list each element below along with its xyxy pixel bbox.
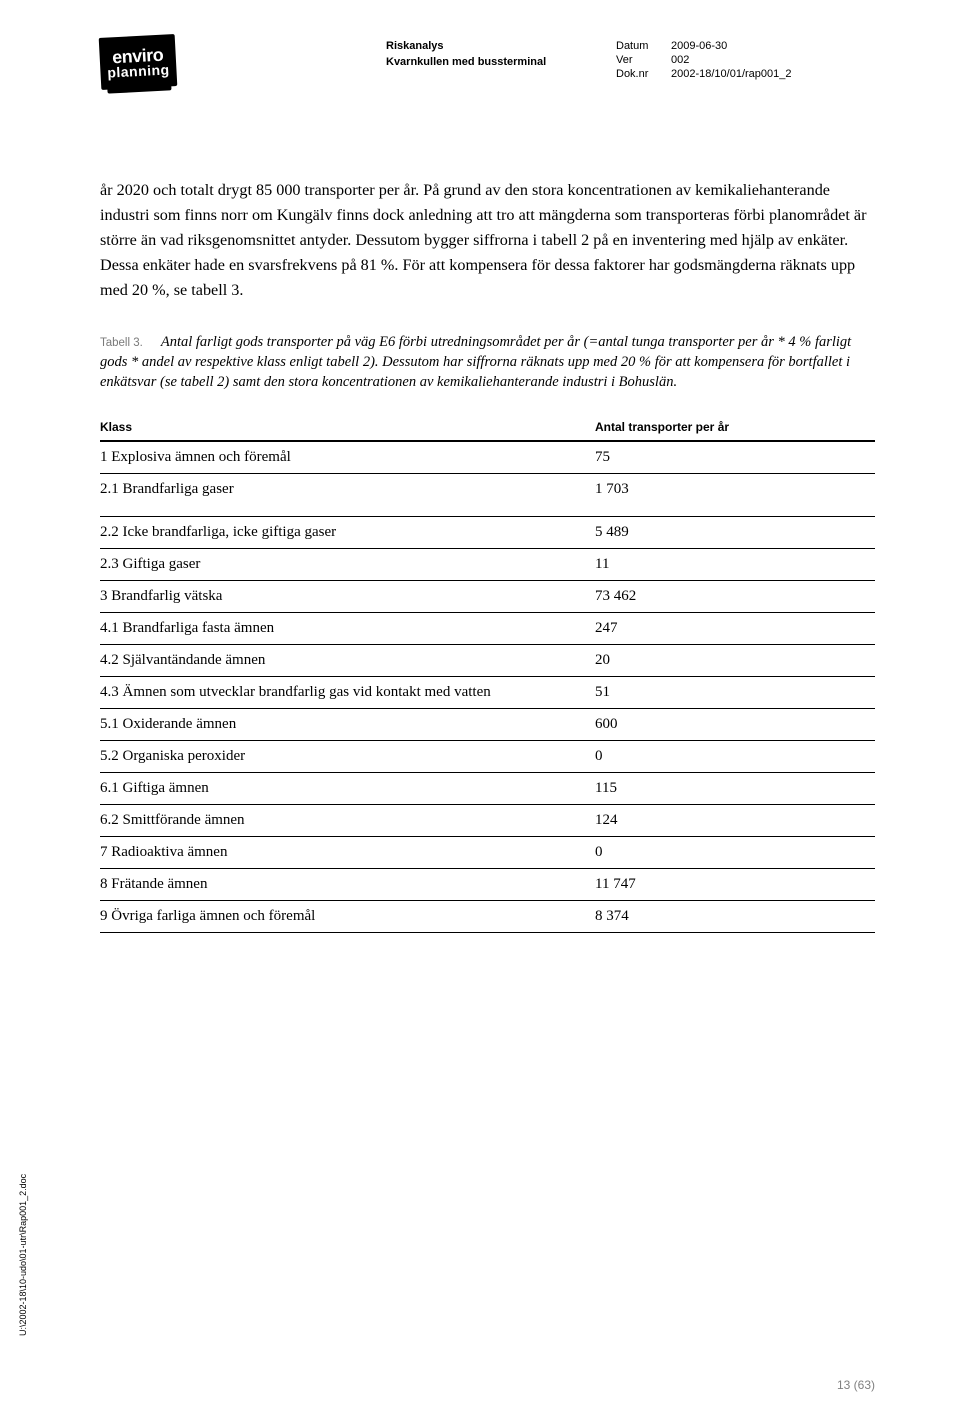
cell-klass: 5.2 Organiska peroxider [100,741,595,773]
table-row: 3 Brandfarlig vätska73 462 [100,581,875,613]
footer-filepath: U:\2002-18\10-udo\01-utr\Rap001_2.doc [18,1174,28,1336]
cell-klass: 6.2 Smittförande ämnen [100,805,595,837]
cell-value: 124 [595,805,875,837]
meta-datum-value: 2009-06-30 [671,40,792,52]
cell-value: 20 [595,645,875,677]
logo-decoration [107,84,171,93]
table-row: 6.1 Giftiga ämnen115 [100,773,875,805]
table-header-row: Klass Antal transporter per år [100,414,875,441]
cell-value: 0 [595,837,875,869]
cell-klass: 4.3 Ämnen som utvecklar brandfarlig gas … [100,677,595,709]
table-label: Tabell 3. [100,337,143,349]
table-row: 2.3 Giftiga gaser11 [100,549,875,581]
table-row: 4.1 Brandfarliga fasta ämnen247 [100,613,875,645]
cell-value: 8 374 [595,901,875,933]
meta-datum-label: Datum [616,40,671,52]
header-meta-table: Datum 2009-06-30 Ver 002 Dok.nr 2002-18/… [616,40,792,80]
cell-klass: 5.1 Oxiderande ämnen [100,709,595,741]
table-row: 4.2 Självantändande ämnen20 [100,645,875,677]
header-title-block: Riskanalys Kvarnkullen med bussterminal [386,40,586,80]
table-row: 4.3 Ämnen som utvecklar brandfarlig gas … [100,677,875,709]
meta-ver-value: 002 [671,54,792,66]
table-row: 5.1 Oxiderande ämnen600 [100,709,875,741]
cell-value: 75 [595,441,875,474]
doc-title: Riskanalys [386,40,586,52]
transport-table: Klass Antal transporter per år 1 Explosi… [100,414,875,933]
page-header: enviro planning Riskanalys Kvarnkullen m… [100,40,875,88]
cell-klass: 2.1 Brandfarliga gaser [100,474,595,517]
cell-klass: 9 Övriga farliga ämnen och föremål [100,901,595,933]
cell-value: 51 [595,677,875,709]
cell-klass: 2.2 Icke brandfarliga, icke giftiga gase… [100,517,595,549]
cell-klass: 2.3 Giftiga gaser [100,549,595,581]
doc-subtitle: Kvarnkullen med bussterminal [386,56,586,68]
meta-doknr-label: Dok.nr [616,68,671,80]
cell-klass: 6.1 Giftiga ämnen [100,773,595,805]
table-row: 2.2 Icke brandfarliga, icke giftiga gase… [100,517,875,549]
document-page: enviro planning Riskanalys Kvarnkullen m… [0,0,960,1416]
cell-klass: 3 Brandfarlig vätska [100,581,595,613]
meta-ver-label: Ver [616,54,671,66]
table-caption-text: Antal farligt gods transporter på väg E6… [100,334,851,391]
cell-klass: 4.2 Självantändande ämnen [100,645,595,677]
page-number: 13 (63) [837,1378,875,1392]
cell-klass: 8 Frätande ämnen [100,869,595,901]
table-row: 2.1 Brandfarliga gaser1 703 [100,474,875,517]
header-meta: Riskanalys Kvarnkullen med bussterminal … [386,40,792,80]
table-row: 8 Frätande ämnen11 747 [100,869,875,901]
cell-value: 11 [595,549,875,581]
cell-klass: 1 Explosiva ämnen och föremål [100,441,595,474]
cell-value: 11 747 [595,869,875,901]
cell-value: 247 [595,613,875,645]
table-row: 9 Övriga farliga ämnen och föremål8 374 [100,901,875,933]
table-caption: Tabell 3.Antal farligt gods transporter … [100,332,875,393]
body-paragraph-1: år 2020 och totalt drygt 85 000 transpor… [100,178,875,304]
table-row: 7 Radioaktiva ämnen0 [100,837,875,869]
cell-value: 600 [595,709,875,741]
col-klass: Klass [100,414,595,441]
cell-value: 115 [595,773,875,805]
cell-value: 1 703 [595,474,875,517]
cell-klass: 7 Radioaktiva ämnen [100,837,595,869]
table-row: 1 Explosiva ämnen och föremål75 [100,441,875,474]
cell-klass: 4.1 Brandfarliga fasta ämnen [100,613,595,645]
meta-doknr-value: 2002-18/10/01/rap001_2 [671,68,792,80]
logo-line2: planning [107,62,170,79]
col-value: Antal transporter per år [595,414,875,441]
table-row: 6.2 Smittförande ämnen124 [100,805,875,837]
cell-value: 5 489 [595,517,875,549]
cell-value: 73 462 [595,581,875,613]
table-row: 5.2 Organiska peroxider0 [100,741,875,773]
cell-value: 0 [595,741,875,773]
enviro-planning-logo: enviro planning [99,34,178,90]
